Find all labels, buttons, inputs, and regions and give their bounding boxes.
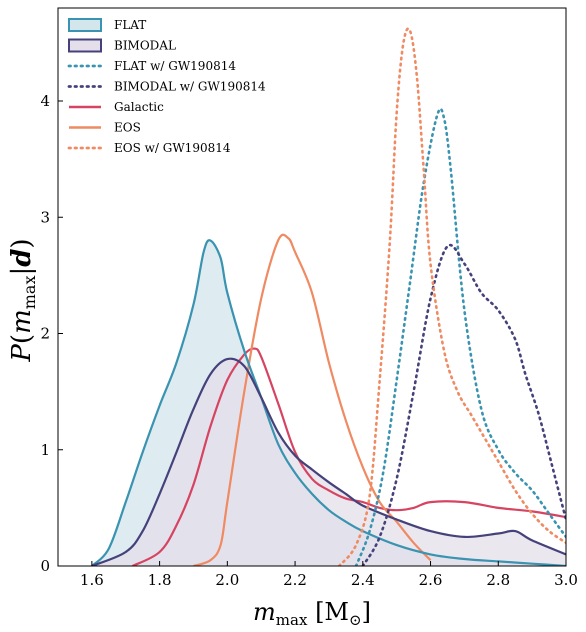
legend-label: BIMODAL	[114, 39, 176, 53]
x-tick-label: 2.8	[486, 571, 510, 589]
legend-entry: BIMODAL	[68, 38, 176, 53]
legend-swatch	[68, 38, 102, 53]
plot-frame	[57, 7, 567, 567]
y-tick-label: 2	[40, 325, 50, 343]
x-tick-label: 2.2	[283, 571, 307, 589]
legend-entry: EOS	[69, 121, 141, 135]
legend-entry: Galactic	[69, 100, 164, 114]
legend-label: Galactic	[114, 100, 164, 114]
series-area-bimodal	[91, 358, 566, 566]
x-tick-label: 1.6	[80, 571, 104, 589]
legend-entry: EOS w/ GW190814	[67, 141, 231, 155]
y-axis-label: P(mmax|d)	[7, 238, 39, 362]
legend-entry: FLAT w/ GW190814	[67, 59, 236, 73]
y-tick-label: 4	[40, 92, 50, 110]
legend-label: FLAT	[114, 18, 146, 32]
legend: FLAT BIMODAL FLAT w/ GW190814 BIMODAL w/ GW…	[67, 18, 266, 155]
x-tick-label: 1.8	[148, 571, 172, 589]
x-axis-label: mmax [M⊙]	[253, 598, 371, 629]
series-line-eos-w-gw190814	[337, 27, 566, 566]
x-tick-label: 3.0	[554, 571, 578, 589]
y-tick-label: 1	[40, 441, 50, 459]
series-layer	[91, 27, 566, 566]
legend-swatch	[68, 18, 102, 32]
ticks-layer: 1.6 1.8 2.0 2.2 2.4 2.6 2.8 3.0 0 1 2 3 4	[40, 92, 577, 589]
legend-label: EOS w/ GW190814	[114, 141, 231, 155]
x-tick-label: 2.6	[419, 571, 443, 589]
x-tick-label: 2.0	[215, 571, 239, 589]
x-tick-label: 2.4	[351, 571, 375, 589]
series-line-eos	[193, 233, 432, 566]
series-line-galactic	[131, 347, 566, 566]
legend-entry: BIMODAL w/ GW190814	[67, 80, 266, 94]
series-line-bimodal	[91, 357, 566, 566]
legend-label: FLAT w/ GW190814	[114, 59, 236, 73]
legend-label: EOS	[114, 121, 141, 135]
series-line-bimodal-w-gw190814	[361, 243, 566, 566]
y-tick-label: 0	[40, 557, 50, 575]
y-tick-label: 3	[40, 208, 50, 226]
series-line-flat-w-gw190814	[354, 107, 566, 566]
legend-label: BIMODAL w/ GW190814	[114, 80, 266, 94]
legend-entry: FLAT	[68, 18, 146, 32]
